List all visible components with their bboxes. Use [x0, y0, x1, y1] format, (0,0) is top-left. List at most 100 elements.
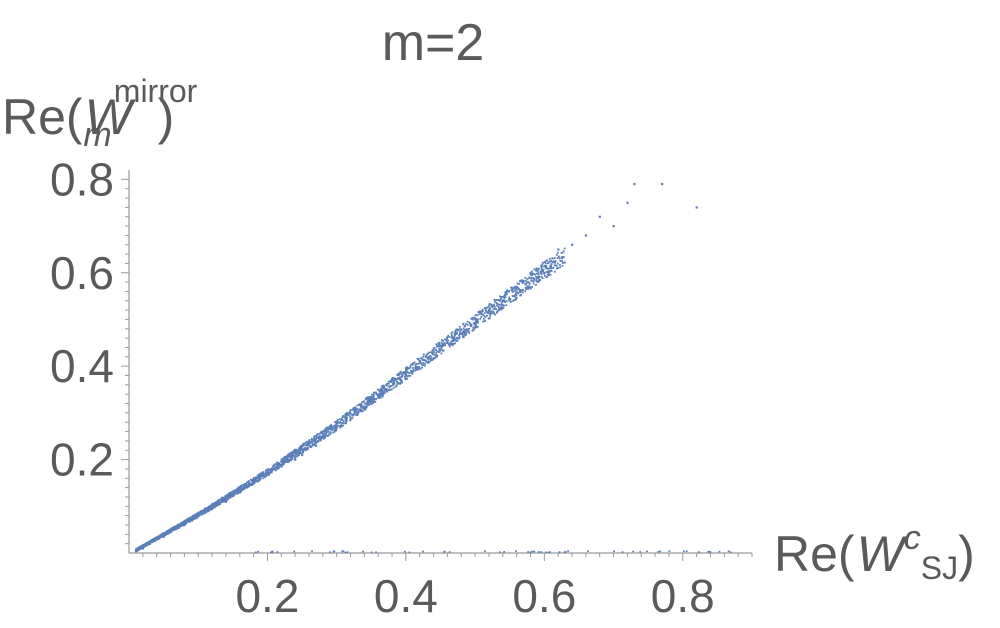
- data-point: [225, 494, 228, 497]
- data-point: [261, 471, 264, 474]
- data-point: [475, 314, 478, 316]
- data-point: [488, 304, 490, 307]
- data-point: [334, 424, 337, 427]
- data-point: [520, 279, 523, 282]
- data-point: [141, 544, 144, 547]
- ticks: 0.2 0.4 0.6 0.8 0.2 0.4 0.6 0.8: [50, 153, 753, 622]
- data-point: [238, 490, 241, 492]
- data-point: [325, 432, 328, 435]
- data-point: [221, 501, 224, 504]
- data-point: [259, 472, 262, 475]
- data-point: [469, 322, 472, 325]
- data-point: [544, 265, 547, 268]
- data-point: [657, 550, 660, 553]
- data-point: [250, 478, 252, 481]
- data-point: [435, 352, 438, 354]
- data-point: [561, 260, 564, 262]
- data-point: [219, 498, 222, 501]
- data-point: [257, 550, 260, 553]
- data-point: [508, 296, 511, 299]
- data-point: [265, 473, 267, 476]
- data-point: [431, 353, 434, 356]
- data-point: [544, 260, 547, 263]
- data-point: [546, 267, 549, 270]
- data-point: [270, 469, 272, 472]
- data-point: [236, 491, 239, 494]
- data-point: [546, 259, 548, 262]
- data-point: [464, 325, 466, 327]
- data-point: [422, 355, 425, 358]
- data-point: [556, 251, 559, 254]
- data-point: [455, 339, 458, 342]
- data-point: [529, 286, 532, 289]
- data-point: [184, 523, 186, 526]
- data-point: [560, 251, 563, 254]
- data-point: [526, 286, 529, 289]
- data-point: [478, 311, 481, 313]
- data-point: [548, 267, 551, 270]
- data-point: [268, 471, 270, 474]
- data-point: [217, 500, 220, 503]
- data-point: [292, 455, 295, 457]
- x-label-suffix: ): [958, 526, 975, 582]
- data-point: [274, 463, 277, 466]
- data-point: [409, 365, 412, 367]
- data-point: [339, 425, 341, 428]
- data-point: [541, 277, 544, 280]
- data-point: [361, 401, 364, 403]
- data-point: [497, 299, 500, 302]
- data-point: [480, 311, 483, 314]
- data-point: [305, 443, 308, 446]
- data-point: [458, 325, 461, 328]
- data-point: [394, 385, 397, 388]
- data-point: [493, 298, 496, 301]
- data-point: [417, 367, 420, 370]
- data-point: [451, 331, 454, 334]
- data-point: [335, 421, 338, 423]
- data-point: [195, 513, 198, 515]
- data-point: [416, 367, 419, 370]
- data-point: [198, 514, 201, 516]
- data-point: [497, 305, 500, 308]
- data-point: [263, 475, 265, 477]
- data-point: [442, 344, 445, 347]
- data-point: [216, 501, 218, 504]
- data-point: [252, 481, 255, 484]
- data-point: [179, 525, 182, 527]
- data-point: [529, 273, 532, 276]
- data-point: [137, 548, 140, 550]
- data-point: [531, 274, 534, 276]
- data-point: [441, 339, 443, 341]
- data-point: [440, 341, 443, 344]
- data-point: [442, 343, 445, 346]
- data-point: [487, 306, 490, 308]
- data-point: [306, 448, 309, 451]
- data-point: [521, 282, 524, 285]
- data-point: [499, 551, 501, 553]
- data-point: [401, 371, 404, 374]
- data-point: [211, 503, 214, 506]
- data-point: [311, 443, 314, 446]
- data-point: [639, 551, 642, 553]
- data-point: [414, 369, 416, 372]
- data-point: [348, 412, 350, 415]
- data-point: [504, 294, 507, 296]
- data-point: [360, 404, 363, 407]
- data-point: [558, 257, 561, 260]
- data-point: [377, 395, 380, 397]
- data-point: [335, 422, 338, 425]
- data-point: [493, 305, 496, 308]
- data-point: [497, 303, 499, 305]
- data-point: [375, 398, 377, 400]
- data-point: [331, 425, 334, 428]
- data-point: [535, 283, 537, 286]
- data-point: [319, 435, 321, 437]
- data-point: [220, 499, 223, 502]
- data-point: [531, 270, 533, 273]
- data-point: [177, 524, 180, 527]
- data-point: [345, 420, 348, 423]
- data-point: [531, 277, 533, 280]
- data-point: [209, 505, 212, 507]
- data-point: [511, 295, 514, 297]
